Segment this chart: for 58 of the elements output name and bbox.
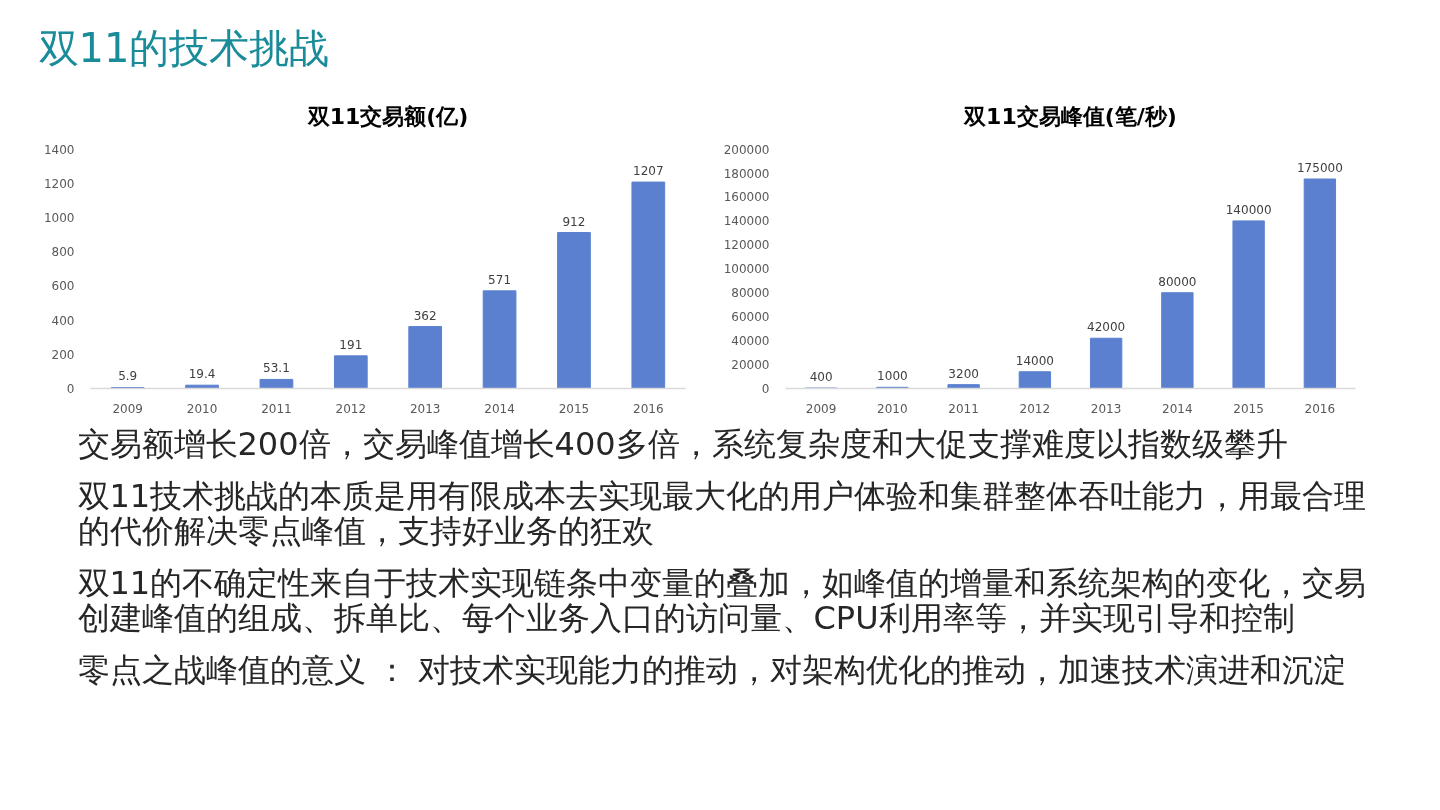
- chart-title: 双11交易峰值(笔/秒): [963, 103, 1177, 129]
- y-tick-label: 600: [51, 279, 75, 294]
- x-tick-label: 2010: [877, 401, 908, 416]
- chart-title: 双11交易额(亿): [306, 103, 469, 129]
- x-tick-label: 2011: [261, 401, 292, 416]
- x-tick-label: 2012: [1019, 401, 1051, 416]
- x-tick-label: 2015: [558, 401, 590, 416]
- y-tick-label: 1200: [43, 176, 75, 191]
- data-label: 3200: [948, 366, 979, 381]
- y-tick-label: 20000: [731, 358, 770, 373]
- text: 双11的技术挑战: [38, 24, 330, 71]
- y-tick-label: 140000: [723, 214, 770, 229]
- data-label: 571: [488, 272, 512, 287]
- data-label: 42000: [1087, 320, 1126, 335]
- data-label: 14000: [1015, 353, 1054, 368]
- y-tick-label: 80000: [731, 286, 770, 301]
- x-tick-label: 2011: [948, 401, 979, 416]
- text: 交易额增长200倍，交易峰值增长400多倍，系统复杂度和大促支撑难度以指数级攀升: [77, 425, 1288, 463]
- y-tick-label: 800: [51, 245, 75, 260]
- text: 零点之战峰值的意义 ： 对技术实现能力的推动，对架构优化的推动，加速技术演进和沉淀: [77, 651, 1346, 689]
- y-tick-label: 1400: [43, 142, 75, 157]
- y-tick-label: 1000: [43, 210, 75, 225]
- x-tick-label: 2013: [409, 401, 441, 416]
- x-tick-label: 2015: [1233, 401, 1264, 416]
- data-label: 362: [413, 308, 437, 323]
- x-tick-label: 2014: [1162, 401, 1193, 416]
- y-tick-label: 200: [51, 347, 75, 362]
- y-tick-label: 180000: [723, 166, 770, 181]
- y-tick-label: 100000: [723, 262, 770, 277]
- data-label: 5.9: [118, 369, 138, 384]
- y-tick-label: 200000: [723, 142, 770, 157]
- y-tick-label: 60000: [731, 310, 770, 325]
- y-tick-label: 400: [51, 313, 75, 328]
- data-label: 1000: [877, 369, 908, 384]
- x-tick-label: 2010: [186, 401, 218, 416]
- x-tick-label: 2012: [335, 401, 367, 416]
- text: 双11的不确定性来自于技术实现链条中变量的叠加，如峰值的增量和系统架构的变化，交易创建峰值的组成、拆单比、每个业务入口的访问量、CPU利用率等，并实现引导和控制: [77, 564, 1367, 637]
- y-tick-label: 0: [761, 382, 770, 396]
- data-label: 80000: [1158, 274, 1197, 289]
- x-tick-label: 2014: [484, 401, 515, 416]
- x-tick-label: 2013: [1090, 401, 1122, 416]
- x-tick-label: 2009: [112, 401, 143, 416]
- x-tick-label: 2016: [1304, 401, 1336, 416]
- x-tick-label: 2016: [633, 401, 664, 416]
- data-label: 400: [809, 370, 833, 385]
- data-label: 1207: [633, 164, 664, 179]
- data-label: 140000: [1225, 202, 1272, 217]
- text: 双11技术挑战的本质是用有限成本去实现最大化的用户体验和集群整体吞吐能力，用最合理的代价解决零点峰值，支持好业务的狂欢: [77, 477, 1367, 550]
- y-tick-label: 160000: [723, 190, 770, 205]
- data-label: 191: [339, 337, 363, 352]
- data-label: 175000: [1296, 161, 1343, 175]
- data-label: 912: [562, 214, 586, 229]
- y-tick-label: 120000: [723, 238, 770, 253]
- y-tick-label: 40000: [731, 334, 770, 349]
- y-tick-label: 0: [66, 382, 75, 396]
- x-tick-label: 2009: [805, 401, 837, 416]
- data-label: 19.4: [188, 367, 216, 382]
- data-label: 53.1: [263, 361, 290, 376]
